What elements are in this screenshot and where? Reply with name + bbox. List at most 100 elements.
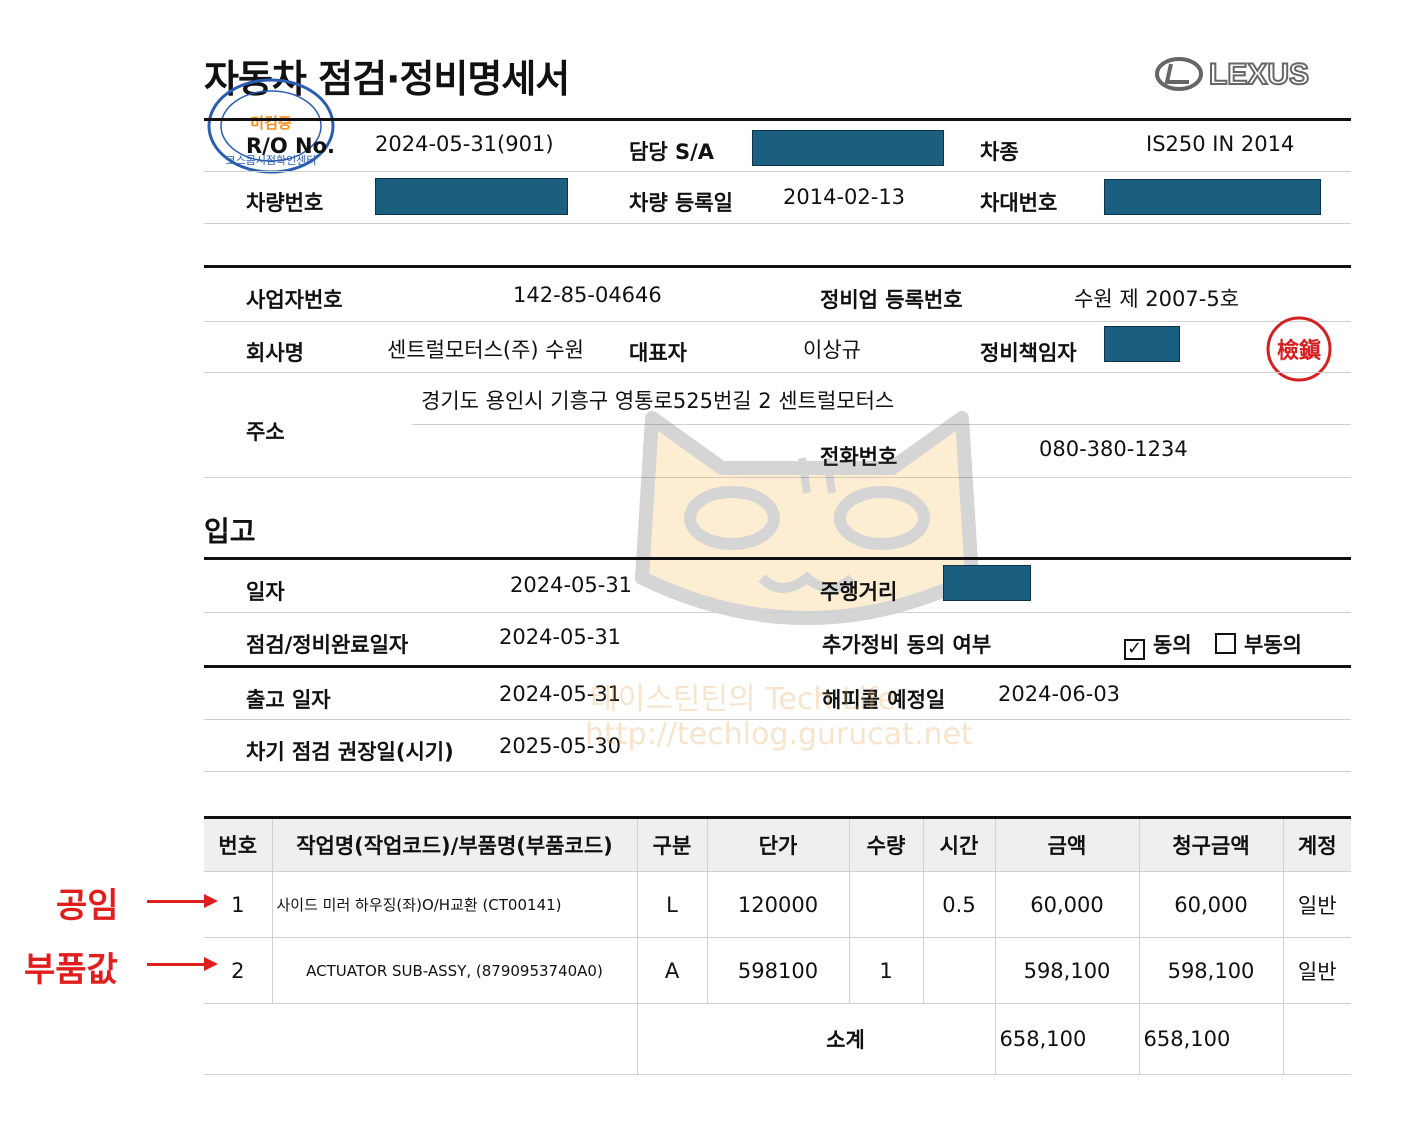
reg-date-label: 차량 등록일 <box>629 191 733 215</box>
row-divider <box>204 477 1351 478</box>
cell-billed: 598,100 <box>1139 937 1284 1004</box>
col-header: 구분 <box>637 816 708 872</box>
col-header: 시간 <box>923 816 996 872</box>
col-header: 금액 <box>995 816 1140 872</box>
cell-unit-price: 598100 <box>707 937 850 1004</box>
intake-mid-rule <box>204 665 1351 668</box>
cell-type: L <box>637 871 708 938</box>
col-header: 청구금액 <box>1139 816 1284 872</box>
cell-qty: 1 <box>849 937 924 1004</box>
plate-label: 차량번호 <box>246 191 324 215</box>
agree-option[interactable]: ✓ 동의 <box>1124 629 1192 660</box>
happycall-value: 2024-06-03 <box>998 682 1121 706</box>
bizno-label: 사업자번호 <box>246 288 343 312</box>
intake-section-title: 입고 <box>204 515 256 548</box>
model-label: 차종 <box>980 140 1019 164</box>
table-header-row: 번호 작업명(작업코드)/부품명(부품코드) 구분 단가 수량 시간 금액 청구… <box>204 816 1351 872</box>
cell-job: ACTUATOR SUB-ASSY, (8790953740A0) <box>272 937 638 1004</box>
intake-rule <box>204 557 1351 560</box>
items-table: 번호 작업명(작업코드)/부품명(부품코드) 구분 단가 수량 시간 금액 청구… <box>204 816 1351 1075</box>
row-divider <box>412 424 1351 425</box>
date-label: 일자 <box>246 580 285 604</box>
next-inspection-value: 2025-05-30 <box>499 734 622 758</box>
ro-label: R/O No. <box>246 134 335 158</box>
mileage-label: 주행거리 <box>820 580 898 604</box>
disagree-checkbox[interactable] <box>1215 633 1236 654</box>
svg-text:미검증: 미검증 <box>250 114 292 132</box>
lexus-logo: LEXUS <box>1155 57 1310 92</box>
reg-date-value: 2014-02-13 <box>783 185 906 209</box>
col-header: 작업명(작업코드)/부품명(부품코드) <box>272 816 638 872</box>
cell-amount: 598,100 <box>995 937 1140 1004</box>
next-inspection-label: 차기 점검 권장일(시기) <box>246 740 454 764</box>
watermark-text-2: http://techlog.gurucat.net <box>585 717 973 752</box>
parts-annotation: 부품값 <box>24 950 118 990</box>
parts-arrow <box>147 963 207 966</box>
subtotal-billed: 658,100 <box>1139 1003 1284 1075</box>
verification-stamp: 미검증 코스몸시점확인센터 <box>207 78 335 174</box>
complete-date-label: 점검/정비완료일자 <box>246 633 409 657</box>
agree-checkbox[interactable]: ✓ <box>1124 639 1145 660</box>
watermark-cat-icon <box>635 411 979 625</box>
cell-account: 일반 <box>1283 937 1351 1004</box>
ro-value: 2024-05-31(901) <box>375 132 554 156</box>
complete-date-value: 2024-05-31 <box>499 625 622 649</box>
col-header: 번호 <box>204 816 273 872</box>
phone-label: 전화번호 <box>820 445 898 469</box>
ceo-label: 대표자 <box>629 341 687 365</box>
company-name-label: 회사명 <box>246 341 304 365</box>
company-rule <box>204 265 1351 268</box>
happycall-label: 해피콜 예정일 <box>822 688 946 712</box>
cell-time <box>923 937 996 1004</box>
cell-billed: 60,000 <box>1139 871 1284 938</box>
mileage-redaction <box>943 565 1031 601</box>
plate-redaction <box>375 178 568 215</box>
sa-redaction <box>752 130 944 166</box>
parts-arrow-head-icon <box>204 957 218 971</box>
labor-annotation: 공임 <box>56 886 119 926</box>
top-rule <box>204 118 1351 121</box>
release-date-label: 출고 일자 <box>246 688 331 712</box>
agree-label: 동의 <box>1153 633 1192 657</box>
ceo-value: 이상규 <box>803 338 861 362</box>
company-name-value: 센트럴모터스(주) 수원 <box>387 338 584 362</box>
manager-label: 정비책임자 <box>980 341 1077 365</box>
row-divider <box>204 223 1351 224</box>
model-value: IS250 IN 2014 <box>1146 132 1295 156</box>
vin-redaction <box>1104 179 1321 215</box>
consent-label: 추가정비 동의 여부 <box>822 633 992 657</box>
row-divider <box>204 612 1351 613</box>
cell-account: 일반 <box>1283 871 1351 938</box>
labor-arrow-head-icon <box>204 894 218 908</box>
address-label: 주소 <box>246 420 285 444</box>
subtotal-amount: 658,100 <box>995 1003 1140 1075</box>
cell-unit-price: 120000 <box>707 871 850 938</box>
disagree-label: 부동의 <box>1244 633 1302 657</box>
regno-label: 정비업 등록번호 <box>820 288 963 312</box>
date-value: 2024-05-31 <box>510 573 633 597</box>
regno-value: 수원 제 2007-5호 <box>1074 287 1240 311</box>
row-divider <box>204 771 1351 772</box>
subtotal-row: 소계 658,100 658,100 <box>204 1003 1351 1075</box>
labor-arrow <box>147 900 207 903</box>
cell-time: 0.5 <box>923 871 996 938</box>
row-divider <box>204 321 1351 322</box>
disagree-option[interactable]: 부동의 <box>1215 629 1302 659</box>
company-seal: 檢鎭 <box>1266 316 1332 382</box>
manager-redaction <box>1104 326 1180 362</box>
row-divider <box>204 719 1351 720</box>
col-header: 단가 <box>707 816 850 872</box>
cell-job: 사이드 미러 하우징(좌)O/H교환 (CT00141) <box>272 871 638 938</box>
vin-label: 차대번호 <box>980 191 1058 215</box>
table-row: 1 사이드 미러 하우징(좌)O/H교환 (CT00141) L 120000 … <box>204 871 1351 938</box>
col-header: 계정 <box>1283 816 1351 872</box>
sa-label: 담당 S/A <box>629 140 714 164</box>
address-value: 경기도 용인시 기흥구 영통로525번길 2 센트럴모터스 <box>421 389 895 413</box>
brand-text: LEXUS <box>1209 58 1309 91</box>
cell-qty <box>849 871 924 938</box>
watermark-text-1: 테이스틴틴의 Tech Life <box>590 682 896 717</box>
bizno-value: 142-85-04646 <box>513 283 662 307</box>
cell-type: A <box>637 937 708 1004</box>
phone-value: 080-380-1234 <box>1039 437 1188 461</box>
cell-amount: 60,000 <box>995 871 1140 938</box>
